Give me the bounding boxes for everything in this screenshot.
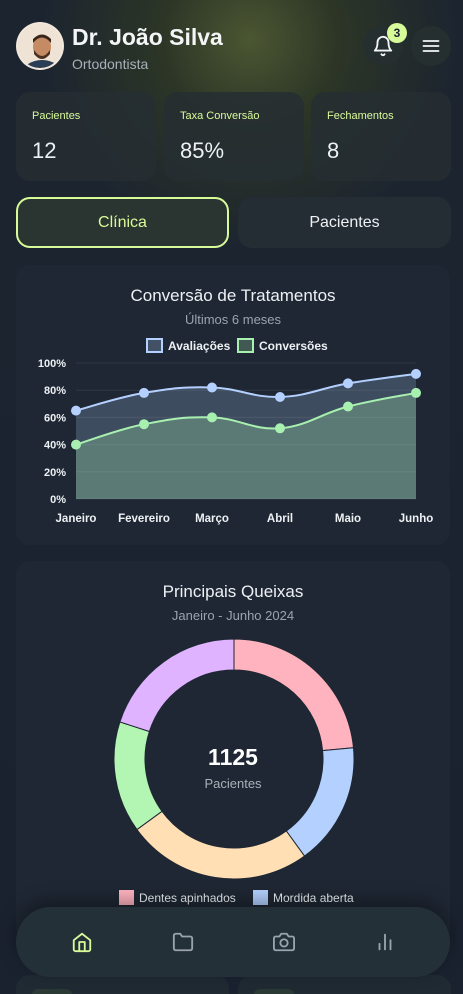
legend-item-avaliacoes[interactable]: Avaliações	[146, 338, 230, 353]
legend-swatch	[146, 338, 163, 353]
series-area	[76, 392, 416, 499]
nav-folder[interactable]	[168, 927, 198, 957]
legend-item-conversoes[interactable]: Conversões	[237, 338, 328, 353]
legend-item-dentes-apinhados[interactable]: Dentes apinhados	[119, 890, 236, 905]
data-point[interactable]	[71, 405, 81, 416]
data-point[interactable]	[411, 368, 421, 379]
y-tick-label: 60%	[44, 412, 66, 424]
nav-camera[interactable]	[269, 927, 299, 957]
bottom-navigation	[16, 907, 450, 977]
stat-label: Taxa Conversão	[180, 110, 260, 122]
legend-item-mordida-aberta[interactable]: Mordida aberta	[253, 890, 354, 905]
x-tick-label: Janeiro	[56, 513, 97, 525]
peek-card	[16, 975, 229, 994]
donut-slice[interactable]	[136, 810, 306, 880]
legend-swatch	[119, 890, 134, 905]
nav-home[interactable]	[67, 927, 97, 957]
peek-card	[238, 975, 451, 994]
data-point[interactable]	[139, 419, 149, 430]
legend-label: Conversões	[259, 338, 328, 353]
data-point[interactable]	[207, 382, 217, 393]
x-tick-label: Abril	[267, 513, 293, 525]
data-point[interactable]	[139, 387, 149, 398]
chart-subtitle: Últimos 6 meses	[184, 312, 282, 327]
y-tick-label: 20%	[44, 467, 66, 479]
tab-clinica[interactable]: Clínica	[16, 197, 229, 248]
chart-subtitle: Janeiro - Junho 2024	[171, 608, 295, 623]
menu-button[interactable]	[411, 26, 451, 66]
donut-slice[interactable]	[233, 638, 355, 752]
x-tick-label: Junho	[399, 513, 434, 525]
data-point[interactable]	[275, 392, 285, 402]
bell-icon	[373, 36, 393, 57]
notification-badge: 3	[387, 23, 407, 43]
stat-card-taxa-conversao[interactable]: Taxa Conversão 85%	[164, 92, 304, 181]
x-tick-label: Fevereiro	[118, 513, 170, 525]
complaints-chart-card: Principais Queixas Janeiro - Junho 2024 …	[16, 561, 450, 941]
series-area	[76, 373, 416, 499]
donut-slice[interactable]	[119, 638, 235, 733]
y-tick-label: 100%	[38, 358, 66, 370]
peek-chip	[254, 989, 294, 994]
stat-value: 12	[32, 138, 57, 163]
home-icon	[72, 932, 92, 953]
chart-title: Principais Queixas	[162, 582, 304, 601]
nav-stats[interactable]	[370, 927, 400, 957]
data-point[interactable]	[411, 387, 421, 398]
data-point[interactable]	[207, 412, 217, 423]
stat-label: Fechamentos	[327, 110, 394, 122]
legend-label: Dentes apinhados	[139, 890, 236, 905]
legend-swatch	[253, 890, 268, 905]
profile-header: Dr. João Silva Ortodontista 3	[16, 22, 451, 72]
donut-chart	[113, 638, 355, 880]
stat-card-pacientes[interactable]: Pacientes 12	[16, 92, 156, 181]
y-tick-label: 40%	[44, 440, 66, 452]
legend-swatch	[237, 338, 254, 353]
folder-icon	[172, 932, 194, 952]
donut-center-value: 1125	[208, 744, 258, 770]
stat-value: 8	[327, 138, 340, 163]
legend-label: Avaliações	[168, 338, 231, 353]
data-point[interactable]	[275, 423, 285, 434]
y-tick-label: 0%	[50, 494, 66, 506]
peek-chip	[32, 989, 72, 994]
bar-chart-icon	[378, 933, 392, 951]
camera-icon	[273, 932, 295, 952]
conversion-chart-card: Conversão de Tratamentos Últimos 6 meses…	[16, 265, 450, 545]
stat-card-fechamentos[interactable]: Fechamentos 8	[311, 92, 451, 181]
data-point[interactable]	[343, 401, 353, 412]
y-tick-label: 80%	[44, 385, 66, 397]
series-line	[75, 372, 417, 412]
user-role: Ortodontista	[72, 56, 149, 72]
x-tick-label: Março	[195, 513, 229, 525]
legend-label: Mordida aberta	[273, 890, 354, 905]
tab-pacientes[interactable]: Pacientes	[238, 197, 451, 248]
data-point[interactable]	[343, 378, 353, 389]
x-tick-label: Maio	[335, 513, 361, 525]
avatar[interactable]	[16, 22, 64, 70]
donut-center-label: Pacientes	[204, 776, 262, 791]
chart-title: Conversão de Tratamentos	[130, 286, 336, 305]
stat-label: Pacientes	[32, 110, 81, 122]
hamburger-menu-icon	[422, 40, 440, 52]
stat-value: 85%	[180, 138, 225, 163]
data-point[interactable]	[71, 439, 81, 450]
series-line	[75, 391, 417, 446]
user-name: Dr. João Silva	[72, 24, 223, 50]
line-chart: 0% 20% 40% 60% 80% 100% Janeiro Fevereiro Março A…	[38, 358, 434, 525]
